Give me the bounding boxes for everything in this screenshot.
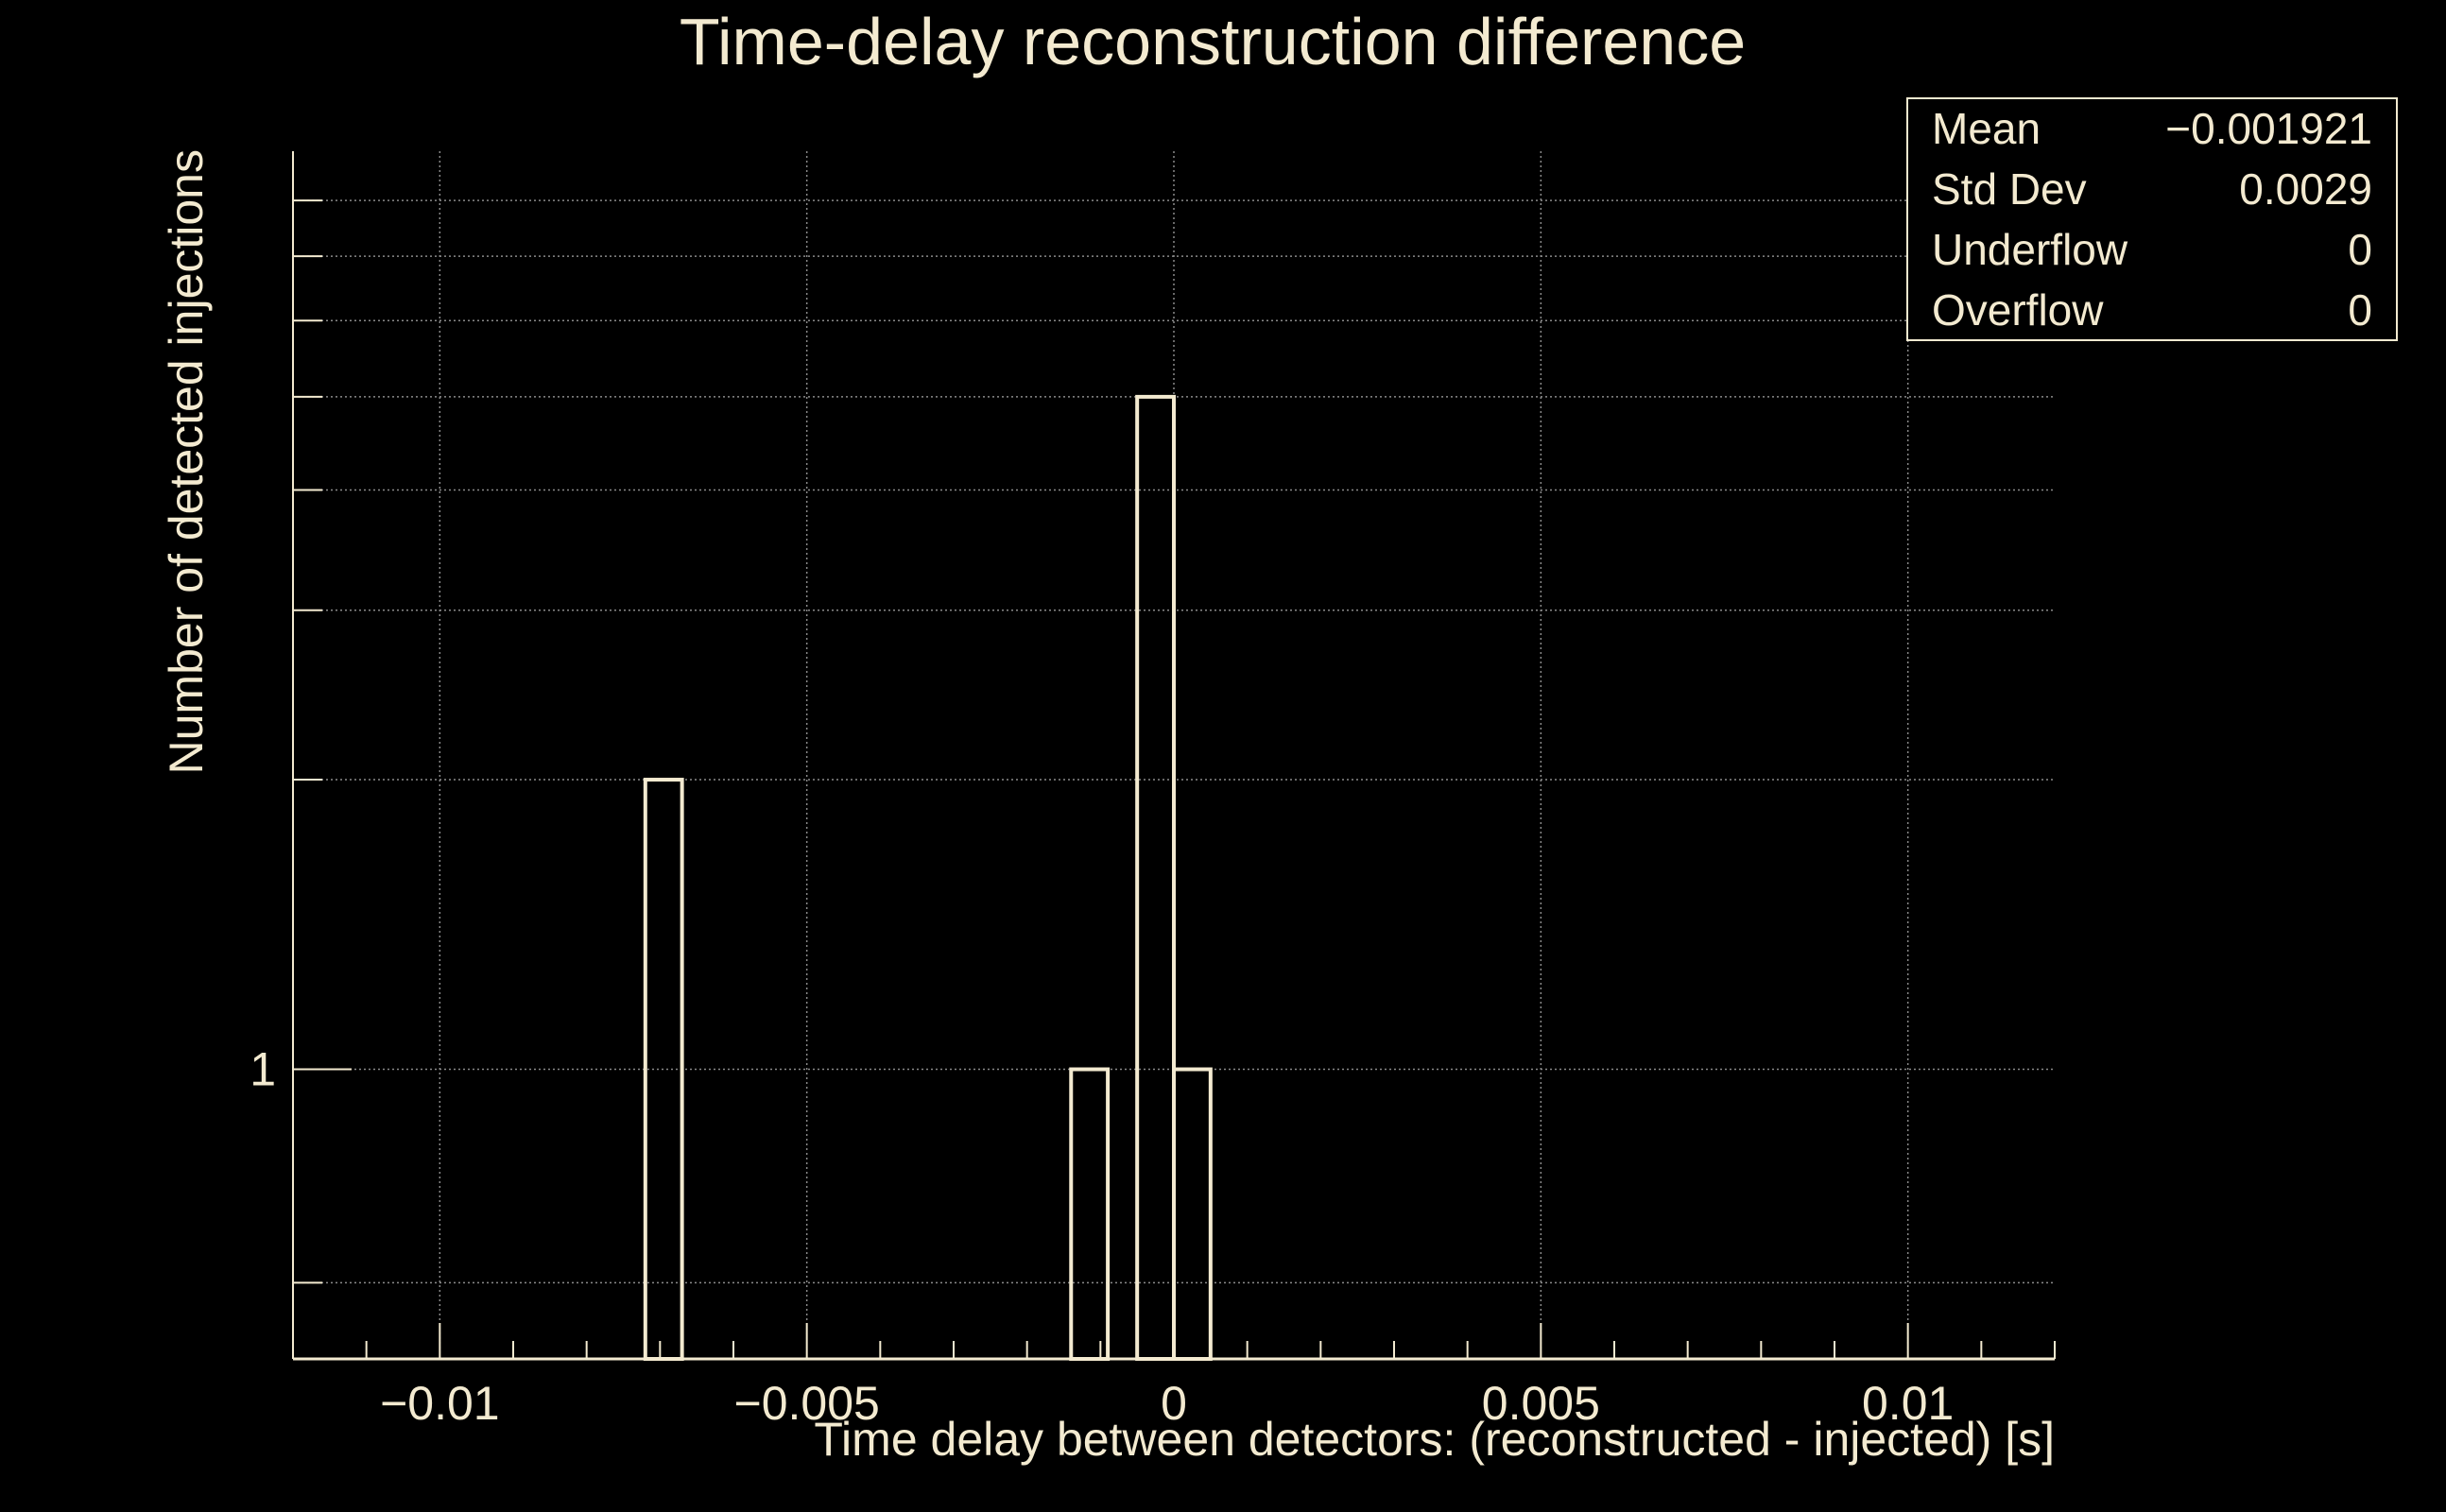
histogram-bars [643, 394, 1213, 1362]
histogram-bar [1172, 1067, 1213, 1361]
histogram-bar [1135, 394, 1176, 1362]
chart-title: Time-delay reconstruction difference [680, 5, 1746, 78]
x-axis-ticks: −0.01 −0.005 0 0.005 0.01 [292, 1323, 2056, 1430]
stats-label-overflow: Overflow [1932, 285, 2104, 335]
stats-value-overflow: 0 [2348, 285, 2372, 335]
x-tick-label: 0.005 [1482, 1377, 1600, 1430]
y-axis-ticks: 1 [250, 199, 352, 1284]
x-axis-label: Time delay between detectors: (reconstru… [814, 1413, 2055, 1466]
x-tick-label: 0.01 [1862, 1377, 1954, 1430]
stats-value-mean: −0.001921 [2165, 104, 2372, 153]
histogram-bar [643, 778, 684, 1361]
x-tick-label: 0 [1161, 1377, 1187, 1430]
x-tick-label: −0.005 [734, 1377, 880, 1430]
histogram-bar [1069, 1067, 1111, 1361]
stats-value-underflow: 0 [2348, 225, 2372, 274]
stats-value-std-dev: 0.0029 [2239, 164, 2372, 214]
x-tick-label: −0.01 [380, 1377, 500, 1430]
y-tick-label: 1 [250, 1043, 276, 1096]
y-axis-label: Number of detected injections [160, 149, 213, 774]
stats-box: Mean −0.001921 Std Dev 0.0029 Underflow … [1906, 97, 2398, 341]
stats-box-frame [1906, 97, 2398, 341]
stats-label-underflow: Underflow [1932, 225, 2128, 274]
stats-label-std-dev: Std Dev [1932, 164, 2087, 214]
stats-label-mean: Mean [1932, 104, 2041, 153]
